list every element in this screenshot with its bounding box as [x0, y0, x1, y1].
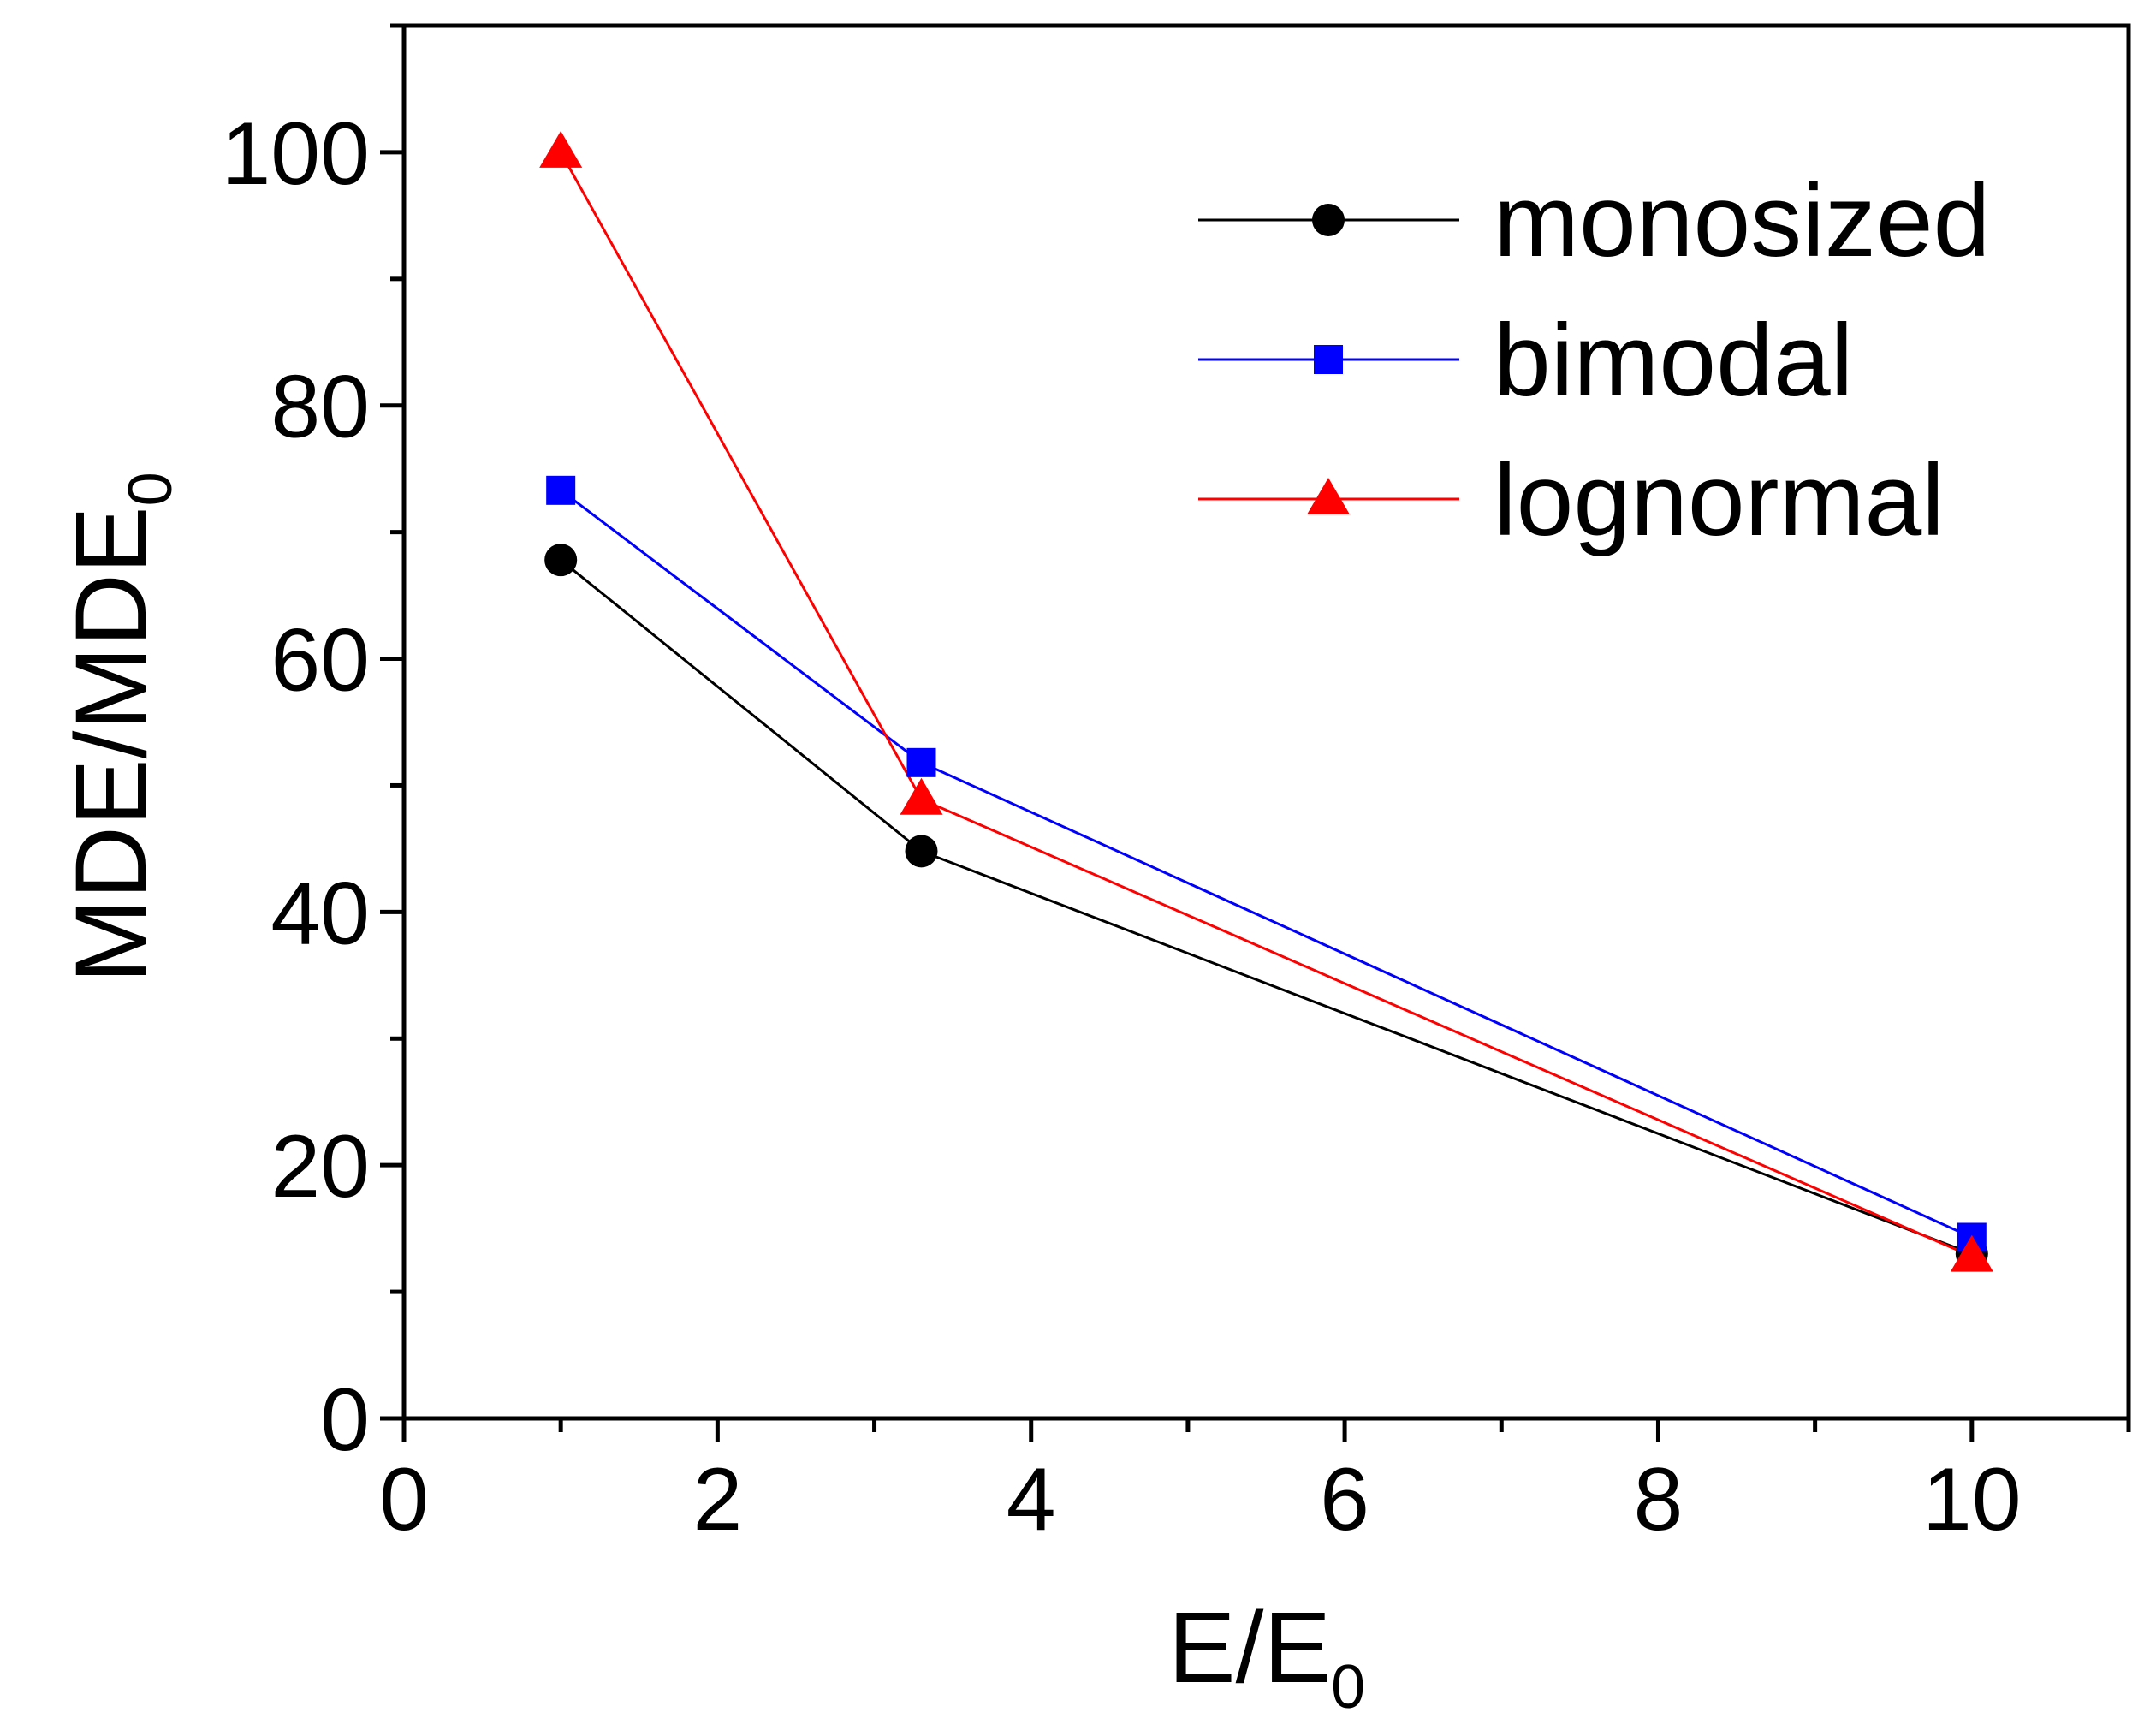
y-tick-label: 0 — [320, 1370, 370, 1470]
legend-marker-bimodal — [1314, 345, 1343, 374]
point-bimodal — [546, 475, 576, 505]
x-tick-label: 0 — [379, 1450, 429, 1549]
y-tick-label: 60 — [270, 611, 370, 710]
legend-marker-monosized — [1312, 204, 1345, 236]
legend: monosized bimodal lognormal — [1198, 163, 1990, 557]
axis-ticks — [380, 23, 2131, 1442]
legend-marker-lognormal — [1307, 478, 1350, 514]
point-lognormal — [900, 777, 943, 815]
y-axis-title-main: MDE/MDE — [55, 506, 168, 983]
data-markers — [539, 130, 1993, 1272]
x-tick-label: 2 — [692, 1450, 742, 1549]
y-axis-title: MDE/MDE0 — [55, 472, 185, 983]
series-line-bimodal — [560, 489, 1973, 1239]
point-bimodal — [906, 747, 936, 777]
x-axis-title-subscript: 0 — [1331, 1653, 1365, 1721]
y-tick-label: 80 — [270, 358, 370, 457]
y-tick-label: 20 — [270, 1117, 370, 1216]
y-tick-label: 100 — [221, 104, 370, 204]
point-monosized — [544, 544, 578, 577]
y-axis-title-subscript: 0 — [116, 472, 185, 506]
legend-label-bimodal: bimodal — [1494, 303, 1853, 418]
point-monosized — [905, 835, 938, 868]
point-lognormal — [1950, 1234, 1993, 1272]
x-tick-label: 10 — [1922, 1450, 2022, 1549]
legend-label-lognormal: lognormal — [1494, 443, 1945, 557]
legend-label-monosized: monosized — [1494, 163, 1990, 278]
x-tick-label: 4 — [1007, 1450, 1056, 1549]
x-axis-title-main: E/E — [1168, 1591, 1331, 1704]
x-axis-title: E/E0 — [1168, 1591, 1365, 1721]
series-line-monosized — [560, 559, 1973, 1256]
x-tick-label: 6 — [1320, 1450, 1369, 1549]
plot-frame — [401, 23, 2131, 1421]
y-tick-label: 40 — [270, 864, 370, 963]
x-tick-label: 8 — [1634, 1450, 1684, 1549]
point-lognormal — [539, 130, 583, 168]
